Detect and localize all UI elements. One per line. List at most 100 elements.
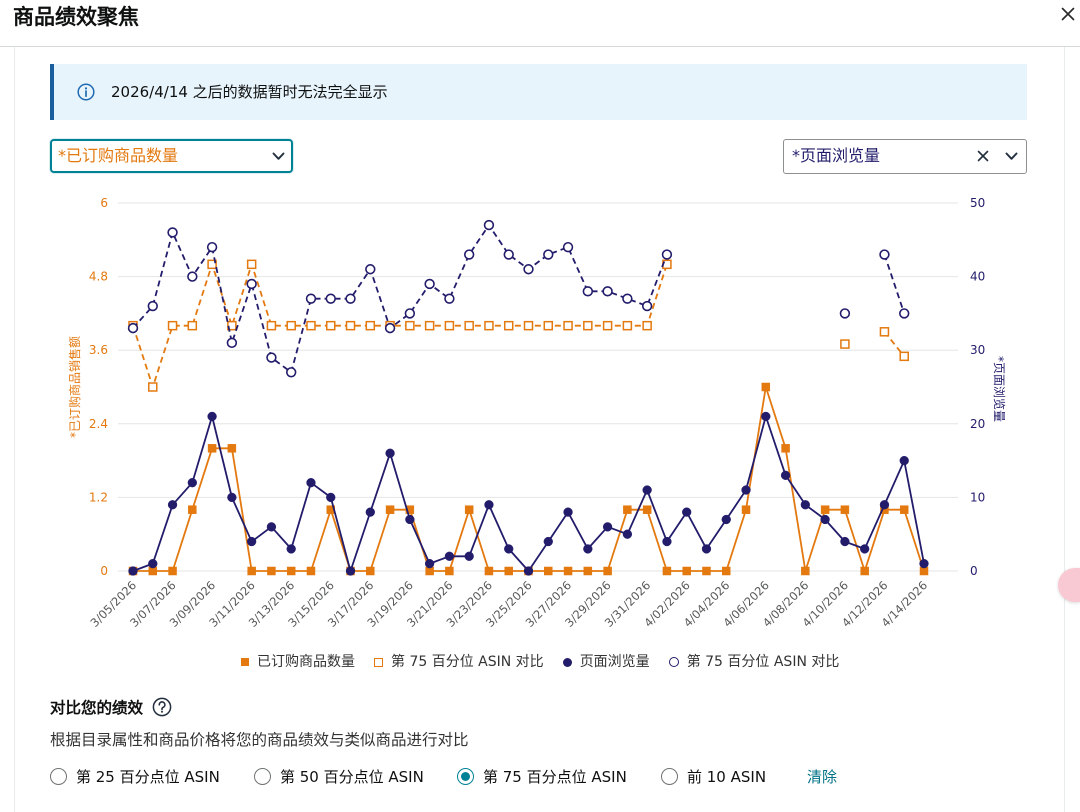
page-views-marker bbox=[721, 514, 731, 525]
page-views-p75-line bbox=[883, 254, 906, 314]
units-ordered-p75-marker bbox=[523, 320, 534, 331]
legend-label: 第 75 百分位 ASIN 对比 bbox=[686, 654, 840, 670]
chevron-down-icon bbox=[272, 152, 285, 161]
page-views-marker bbox=[563, 507, 573, 517]
units-ordered-p75-marker bbox=[306, 320, 316, 331]
units-ordered-p75-marker bbox=[840, 339, 850, 349]
units-ordered-marker bbox=[385, 505, 395, 514]
page-views-p75-marker bbox=[266, 352, 277, 363]
info-banner-text: 2026/4/14 之后的数据暂时无法完全显示 bbox=[111, 83, 388, 101]
units-ordered-marker bbox=[464, 505, 474, 514]
page-views-marker bbox=[583, 544, 593, 554]
units-ordered-p75-marker bbox=[543, 320, 554, 331]
units-ordered-marker bbox=[702, 566, 711, 576]
units-ordered-marker bbox=[484, 566, 494, 576]
legend-marker-square bbox=[241, 658, 249, 666]
units-ordered-marker bbox=[286, 566, 296, 576]
page-views-marker bbox=[879, 500, 890, 510]
radio-label-p25[interactable]: 第 25 百分点位 ASIN bbox=[76, 768, 220, 786]
units-ordered-marker bbox=[801, 566, 810, 576]
close-button[interactable] bbox=[1061, 7, 1075, 21]
units-ordered-marker bbox=[168, 566, 177, 576]
radio-label-top10[interactable]: 前 10 ASIN bbox=[687, 768, 767, 786]
page-views-marker bbox=[345, 566, 356, 576]
y-left-tick-label: 2.4 bbox=[89, 417, 108, 431]
units-ordered-marker bbox=[306, 566, 316, 576]
units-ordered-marker bbox=[781, 444, 790, 453]
page-views-marker bbox=[405, 514, 415, 525]
page-views-marker bbox=[504, 544, 514, 554]
units-ordered-p75-marker bbox=[148, 382, 158, 392]
page-views-marker bbox=[247, 536, 257, 547]
right-metric-dropdown[interactable]: *页面浏览量 bbox=[783, 139, 1027, 174]
radio-top10[interactable] bbox=[661, 768, 678, 785]
legend-marker-circle-hollow bbox=[668, 657, 679, 667]
page-views-p75-marker bbox=[404, 308, 416, 319]
units-ordered-p75-marker bbox=[563, 320, 573, 331]
y-left-tick-label: 3.6 bbox=[89, 343, 108, 357]
units-ordered-marker bbox=[899, 505, 909, 514]
units-ordered-p75-marker bbox=[227, 320, 237, 331]
compare-section-title: 对比您的绩效 bbox=[50, 699, 144, 717]
page-views-marker bbox=[622, 529, 633, 539]
y-left-tick-label: 6 bbox=[100, 196, 108, 210]
radio-p25[interactable] bbox=[50, 768, 67, 785]
y-right-tick-label: 0 bbox=[970, 564, 978, 578]
page-views-marker bbox=[227, 492, 237, 503]
y-right-tick-label: 20 bbox=[970, 417, 985, 431]
units-ordered-p75-marker bbox=[503, 320, 514, 331]
units-ordered-series bbox=[128, 382, 929, 576]
floating-extension-button[interactable] bbox=[1058, 568, 1080, 602]
clear-comparison-link[interactable]: 清除 bbox=[807, 768, 838, 786]
chart-canvas: 01.22.43.64.86010203040503/05/20263/07/2… bbox=[67, 196, 1007, 630]
legend-label: 第 75 百分位 ASIN 对比 bbox=[391, 654, 544, 670]
units-ordered-marker bbox=[267, 566, 276, 576]
units-ordered-marker bbox=[722, 566, 731, 576]
y-left-tick-label: 0 bbox=[100, 564, 108, 578]
page-views-marker bbox=[602, 522, 613, 532]
left-metric-value: *已订购商品数量 bbox=[58, 146, 179, 165]
legend-item-page-views[interactable]: 页面浏览量 bbox=[562, 652, 650, 672]
page-views-p75-marker bbox=[187, 271, 198, 282]
legend-item-units-ordered-p75[interactable]: 第 75 百分位 ASIN 对比 bbox=[374, 652, 544, 672]
legend-label: 已订购商品数量 bbox=[257, 654, 355, 670]
units-ordered-p75-marker bbox=[583, 320, 593, 331]
units-ordered-marker bbox=[820, 505, 830, 514]
radio-p50[interactable] bbox=[254, 768, 271, 785]
page-views-p75-marker bbox=[879, 249, 890, 260]
help-button[interactable] bbox=[152, 697, 172, 717]
page-views-p75-marker bbox=[147, 300, 158, 312]
units-ordered-p75-marker bbox=[365, 320, 376, 331]
compare-description: 根据目录属性和商品价格将您的商品绩效与类似商品进行对比 bbox=[50, 731, 469, 749]
page-views-p75-line bbox=[132, 224, 668, 374]
units-ordered-p75-marker bbox=[642, 320, 652, 331]
page-views-marker bbox=[543, 536, 553, 547]
page-views-marker bbox=[800, 500, 810, 510]
units-ordered-marker bbox=[840, 505, 850, 514]
chart-legend: 已订购商品数量 第 75 百分位 ASIN 对比 页面浏览量 第 75 百分位 … bbox=[241, 652, 839, 672]
page-views-p75-marker bbox=[503, 249, 514, 260]
units-ordered-p75-marker bbox=[602, 320, 613, 331]
left-metric-dropdown[interactable]: *已订购商品数量 bbox=[50, 139, 293, 173]
legend-item-units-ordered[interactable]: 已订购商品数量 bbox=[241, 652, 355, 672]
units-ordered-p75-marker bbox=[187, 320, 198, 331]
clear-selection-close-icon[interactable] bbox=[977, 150, 989, 162]
page-views-p75-marker bbox=[325, 293, 336, 304]
units-ordered-p75-marker bbox=[424, 320, 435, 331]
units-ordered-p75-marker bbox=[207, 259, 217, 270]
units-ordered-marker bbox=[583, 566, 593, 576]
units-ordered-marker bbox=[445, 566, 454, 576]
page-views-marker bbox=[464, 551, 474, 561]
radio-label-p75[interactable]: 第 75 百分点位 ASIN bbox=[483, 768, 627, 786]
page-views-p75-marker bbox=[582, 286, 594, 297]
radio-label-p50[interactable]: 第 50 百分点位 ASIN bbox=[280, 768, 424, 786]
legend-item-page-views-p75[interactable]: 第 75 百分位 ASIN 对比 bbox=[668, 652, 840, 672]
units-ordered-marker bbox=[642, 505, 652, 514]
page-views-p75-marker bbox=[523, 264, 534, 275]
right-metric-value: *页面浏览量 bbox=[792, 146, 881, 165]
page-views-marker bbox=[919, 558, 929, 569]
radio-p75[interactable] bbox=[457, 768, 474, 785]
units-ordered-marker bbox=[227, 444, 237, 453]
y-left-tick-label: 1.2 bbox=[89, 490, 108, 504]
units-ordered-p75-marker bbox=[484, 320, 494, 331]
